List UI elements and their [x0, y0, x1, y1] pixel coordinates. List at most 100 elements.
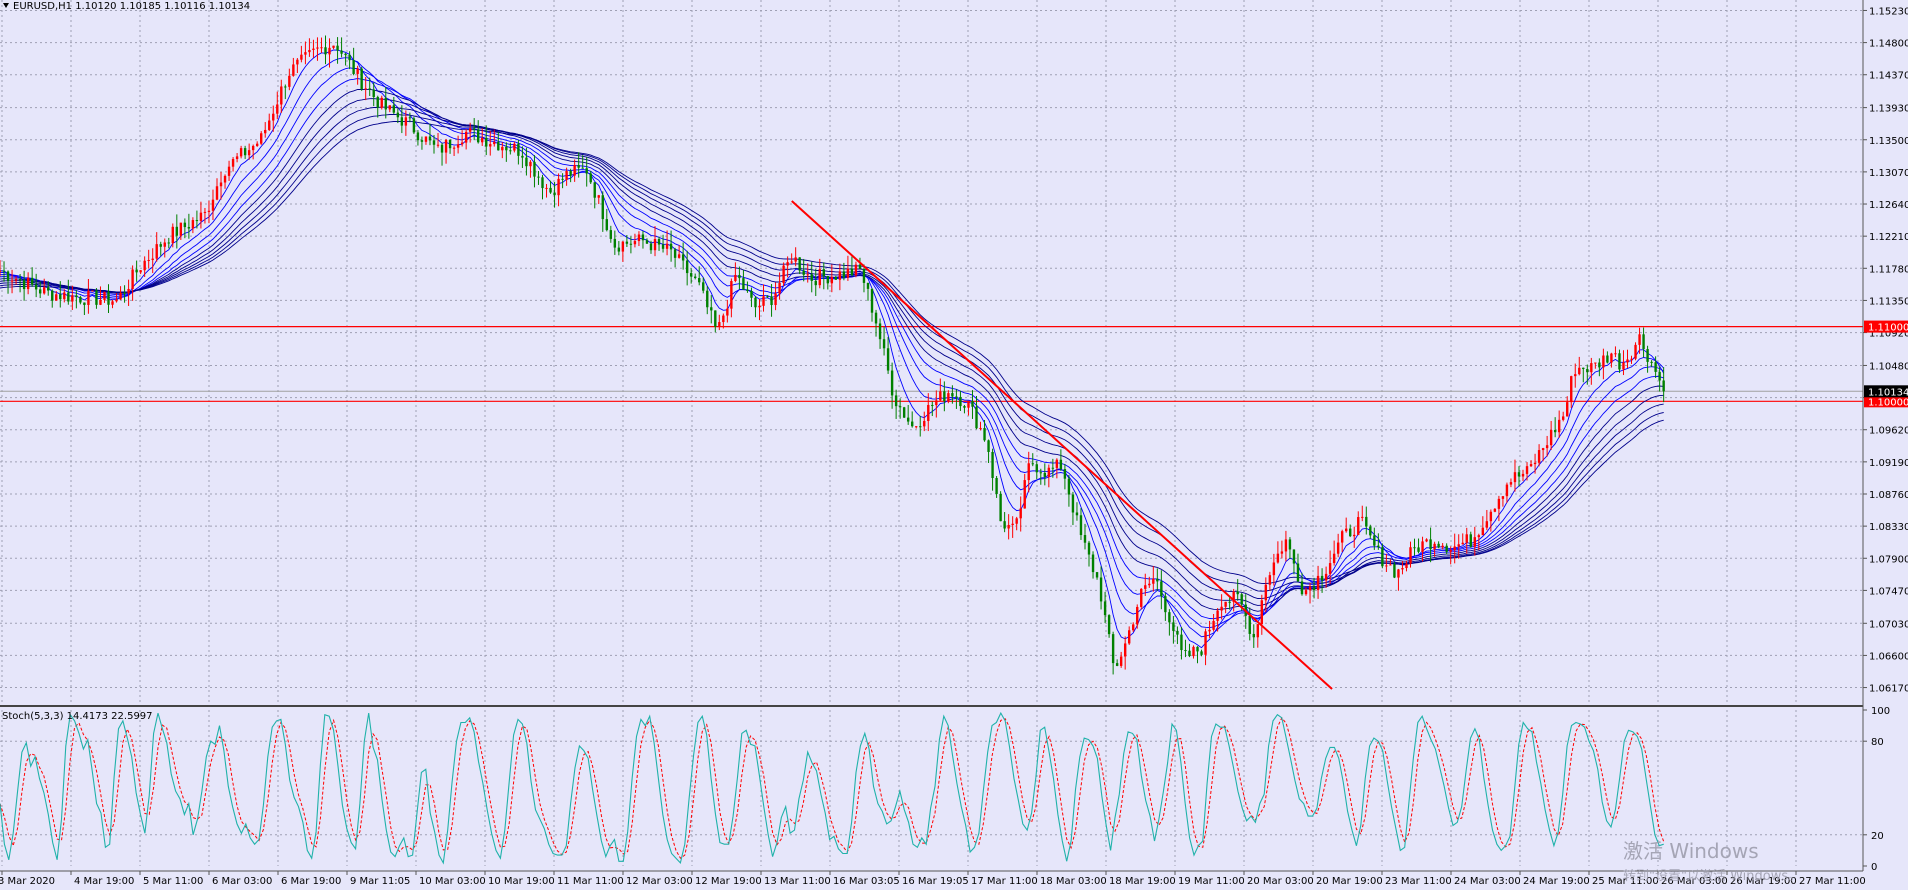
candle-body[interactable]	[589, 173, 592, 183]
candle-body[interactable]	[1059, 459, 1063, 470]
candle-body[interactable]	[529, 161, 532, 167]
candle-body[interactable]	[1160, 581, 1163, 597]
candle-body[interactable]	[231, 159, 235, 167]
candle-body[interactable]	[79, 297, 82, 303]
candle-body[interactable]	[814, 280, 817, 286]
candle-body[interactable]	[569, 171, 572, 176]
candle-body[interactable]	[790, 261, 793, 263]
candle-body[interactable]	[380, 97, 383, 108]
candle-body[interactable]	[669, 243, 673, 250]
candle-body[interactable]	[1123, 643, 1127, 657]
candle-body[interactable]	[505, 146, 508, 151]
candle-body[interactable]	[424, 136, 428, 142]
candle-body[interactable]	[786, 262, 789, 266]
candle-body[interactable]	[364, 88, 367, 90]
candle-body[interactable]	[1312, 586, 1316, 591]
candle-body[interactable]	[67, 292, 70, 302]
candle-body[interactable]	[1566, 402, 1569, 417]
candle-body[interactable]	[167, 242, 170, 244]
candle-body[interactable]	[601, 195, 604, 220]
candle-body[interactable]	[509, 150, 512, 152]
candle-body[interactable]	[967, 401, 970, 408]
candle-body[interactable]	[561, 178, 564, 180]
candle-body[interactable]	[328, 47, 331, 55]
candle-body[interactable]	[51, 290, 54, 301]
candle-body[interactable]	[340, 50, 343, 54]
candle-body[interactable]	[1320, 575, 1324, 581]
candle-body[interactable]	[951, 393, 954, 397]
candle-body[interactable]	[1196, 646, 1199, 652]
candle-body[interactable]	[1646, 349, 1649, 362]
candle-body[interactable]	[1501, 496, 1505, 499]
candle-body[interactable]	[1188, 650, 1191, 657]
candle-body[interactable]	[641, 234, 645, 241]
candle-body[interactable]	[826, 275, 830, 284]
candle-body[interactable]	[1304, 590, 1308, 595]
candle-body[interactable]	[730, 281, 733, 309]
candle-body[interactable]	[858, 264, 862, 270]
candle-body[interactable]	[1453, 546, 1456, 551]
candle-body[interactable]	[802, 270, 805, 275]
candle-body[interactable]	[782, 265, 785, 284]
candle-body[interactable]	[1047, 467, 1051, 477]
candle-body[interactable]	[1180, 634, 1183, 651]
candle-body[interactable]	[1533, 462, 1537, 465]
candle-body[interactable]	[63, 292, 66, 300]
candle-body[interactable]	[1630, 358, 1633, 360]
candle-body[interactable]	[456, 144, 460, 148]
candle-body[interactable]	[1590, 363, 1593, 373]
candle-body[interactable]	[1457, 544, 1460, 547]
candle-body[interactable]	[1107, 615, 1111, 635]
candle-body[interactable]	[485, 137, 488, 147]
candle-body[interactable]	[959, 396, 962, 407]
candle-body[interactable]	[332, 45, 335, 48]
candle-body[interactable]	[400, 117, 404, 126]
candle-body[interactable]	[227, 166, 231, 176]
candle-body[interactable]	[774, 293, 777, 306]
candle-body[interactable]	[1071, 494, 1075, 513]
candle-body[interactable]	[26, 277, 30, 290]
candle-body[interactable]	[991, 451, 994, 479]
candle-body[interactable]	[541, 177, 544, 189]
candle-body[interactable]	[1409, 547, 1412, 564]
candle-body[interactable]	[235, 156, 239, 160]
candle-body[interactable]	[633, 241, 637, 245]
candle-body[interactable]	[59, 294, 62, 300]
candle-body[interactable]	[1353, 534, 1356, 537]
candle-body[interactable]	[1148, 583, 1151, 586]
trendline[interactable]	[791, 200, 1333, 690]
candle-body[interactable]	[565, 171, 568, 180]
candle-body[interactable]	[344, 53, 347, 55]
candle-body[interactable]	[870, 288, 874, 313]
candle-body[interactable]	[211, 199, 215, 211]
candle-body[interactable]	[742, 278, 745, 290]
candle-body[interactable]	[1626, 359, 1629, 363]
candle-body[interactable]	[38, 289, 42, 294]
candle-body[interactable]	[55, 294, 58, 301]
candle-body[interactable]	[1192, 646, 1195, 657]
candle-body[interactable]	[1200, 651, 1203, 655]
candle-body[interactable]	[1011, 523, 1014, 525]
candle-body[interactable]	[360, 68, 363, 90]
candle-body[interactable]	[1654, 362, 1657, 372]
candle-body[interactable]	[1099, 577, 1103, 602]
candle-body[interactable]	[440, 144, 444, 153]
candle-body[interactable]	[681, 254, 685, 261]
candle-body[interactable]	[103, 291, 106, 300]
candle-body[interactable]	[778, 283, 781, 294]
candle-body[interactable]	[30, 277, 34, 285]
candle-body[interactable]	[199, 212, 203, 221]
candle-body[interactable]	[621, 241, 625, 252]
candle-body[interactable]	[127, 288, 130, 294]
candle-body[interactable]	[1473, 537, 1476, 547]
candle-body[interactable]	[71, 295, 74, 302]
candle-body[interactable]	[1493, 508, 1497, 512]
candle-body[interactable]	[798, 257, 801, 271]
candle-body[interactable]	[324, 47, 327, 55]
candle-body[interactable]	[1264, 584, 1268, 601]
candle-body[interactable]	[183, 222, 187, 228]
candle-body[interactable]	[207, 210, 211, 212]
candle-body[interactable]	[1208, 629, 1211, 632]
candle-body[interactable]	[1369, 526, 1372, 536]
candle-body[interactable]	[300, 54, 303, 60]
